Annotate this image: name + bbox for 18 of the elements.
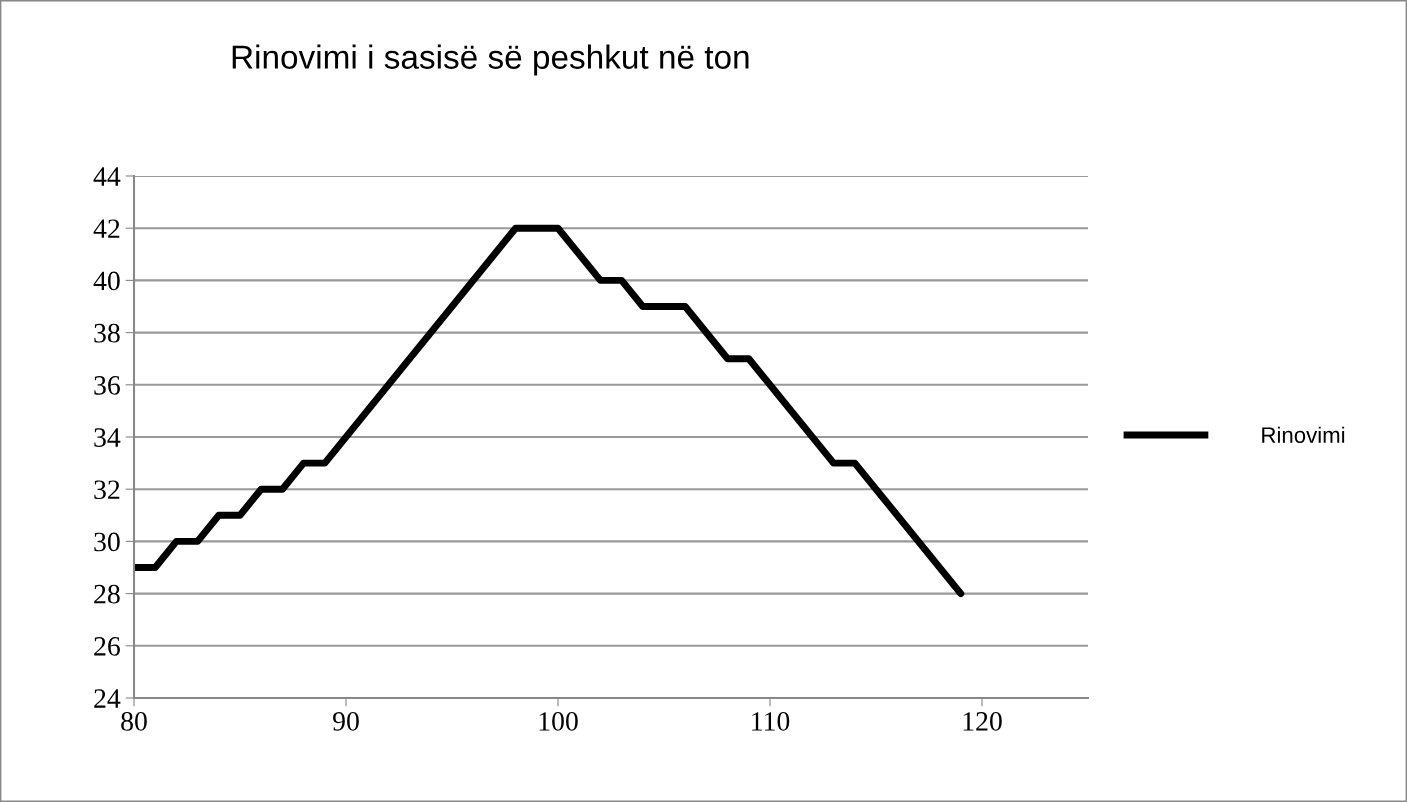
y-tick-label: 30 [94,532,120,552]
y-tick-label: 24 [94,689,121,708]
y-tick-label: 32 [94,480,120,500]
y-tick-label: 36 [94,376,120,395]
x-tick-label: 100 [539,712,578,731]
y-tick-label: 26 [94,637,120,656]
y-tick-label: 34 [94,428,121,447]
y-tick-label: 40 [93,271,120,291]
y-tick-label: 44 [93,167,121,186]
x-tick-label: 110 [752,712,790,731]
text: Rinovimi [1262,426,1345,443]
x-tick-label: 80 [121,712,147,731]
chart-title: Rinovimi i sasisë së peshkut në ton [232,44,749,76]
y-tick-label: 28 [94,584,120,604]
x-tick-label: 90 [333,712,359,731]
y-tick-label: 38 [94,323,120,343]
x-tick-label: 120 [963,712,1002,731]
y-tick-label: 42 [93,219,120,238]
